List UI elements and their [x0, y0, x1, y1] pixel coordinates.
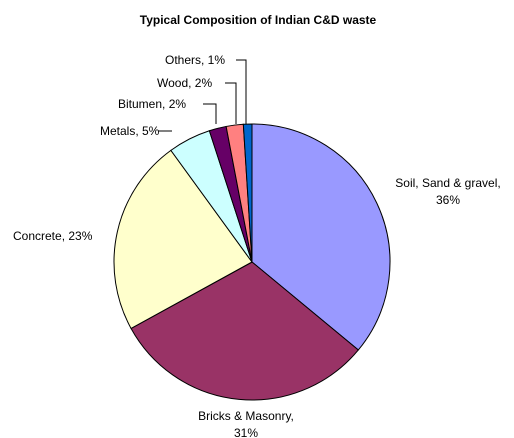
pie-slices: [113, 123, 391, 401]
leader-lines: [158, 59, 247, 132]
slice-label-bitumen: Bitumen, 2%: [118, 97, 186, 111]
leader-line-wood: [225, 82, 237, 124]
slice-label-line: Wood, 2%: [157, 76, 212, 90]
slice-label-line: Metals, 5%: [100, 124, 160, 138]
leader-line-bitumen: [203, 103, 217, 124]
slice-labels: Soil, Sand & gravel, 36% Bricks & Masonry,…: [13, 53, 501, 438]
slice-label-line: Bricks & Masonry,: [198, 409, 294, 423]
slice-others: [242, 123, 253, 263]
slice-label-line: Concrete, 23%: [13, 229, 93, 243]
slice-label-wood: Wood, 2%: [157, 76, 212, 90]
slice-soil-sand-gravel: [251, 123, 391, 351]
slice-label-bricks-masonry: Bricks & Masonry, 31%: [198, 409, 294, 438]
slice-label-concrete: Concrete, 23%: [13, 229, 93, 243]
slice-label-line: 36%: [436, 193, 460, 207]
slice-label-metals: Metals, 5%: [100, 124, 160, 138]
leader-line-others: [236, 59, 247, 124]
chart-title: Typical Composition of Indian C&D waste: [140, 13, 377, 27]
slice-label-line: 31%: [234, 426, 258, 438]
slice-label-line: Soil, Sand & gravel,: [395, 176, 500, 190]
slice-label-line: Others, 1%: [165, 53, 225, 67]
slice-bricks-masonry: [130, 261, 360, 401]
slice-label-line: Bitumen, 2%: [118, 97, 186, 111]
slice-label-soil-sand-gravel: Soil, Sand & gravel, 36%: [395, 176, 500, 207]
slice-concrete: [113, 149, 253, 330]
slice-label-others: Others, 1%: [165, 53, 225, 67]
